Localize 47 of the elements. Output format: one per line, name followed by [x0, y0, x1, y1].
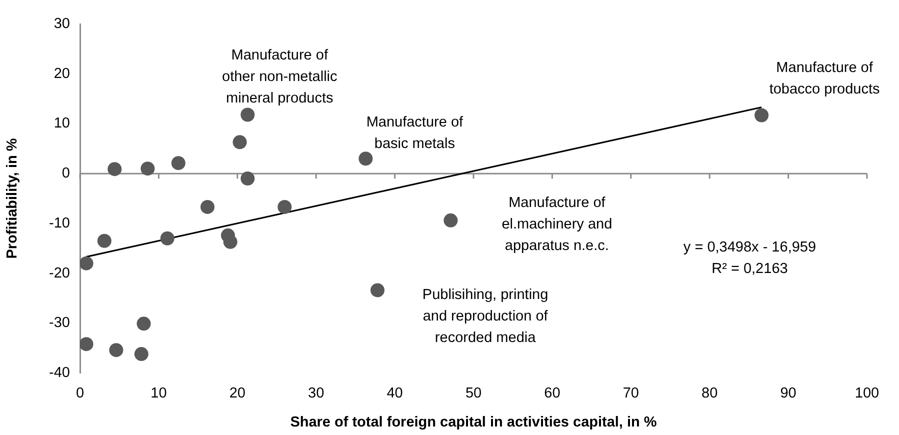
x-tick-label: 10 — [150, 386, 167, 402]
annotation: y = 0,3498x - 16,959 R² = 0,2163 — [683, 239, 816, 277]
point — [370, 283, 384, 298]
point — [160, 231, 174, 246]
point — [80, 256, 94, 270]
point — [80, 337, 94, 352]
x-tick-label: 100 — [854, 386, 880, 402]
y-tick-label: -40 — [49, 365, 70, 381]
x-tick-label: 40 — [386, 386, 403, 402]
x-tick-label: 20 — [229, 386, 246, 402]
annotation: Manufacture of tobacco products — [769, 60, 880, 98]
x-tick-label: 80 — [702, 386, 718, 402]
y-tick-label: 0 — [62, 166, 70, 182]
y-tick-label: -20 — [49, 265, 70, 282]
y-tick-label: 20 — [54, 66, 70, 82]
point — [240, 108, 255, 122]
point — [240, 172, 255, 186]
point — [754, 108, 769, 122]
annotation: Manufacture of basic metals — [366, 114, 464, 152]
y-tick-label: 30 — [54, 16, 70, 32]
x-tick-label: 70 — [622, 386, 639, 402]
annotation: Manufacture of el.machinery and apparatus n.e.c. — [502, 195, 612, 254]
point — [97, 234, 112, 248]
x-tick-label: 0 — [76, 386, 84, 402]
y-tick-label: -10 — [49, 215, 70, 232]
point — [136, 316, 151, 331]
point — [444, 213, 458, 228]
point — [171, 156, 186, 170]
point — [223, 234, 238, 249]
x-tick-label: 50 — [465, 386, 482, 402]
y-tick-label: 10 — [54, 116, 70, 132]
annotation: Publisihing, printing and reproduction of recorded media — [422, 287, 549, 346]
point — [134, 347, 148, 362]
point — [140, 162, 155, 176]
y-axis-title: Profitiability, in % — [4, 138, 21, 259]
annotation: Manufacture of other non-metallic mineral products — [222, 48, 338, 107]
x-tick-label: 90 — [780, 386, 796, 402]
point — [200, 200, 214, 214]
point — [108, 162, 122, 176]
point — [232, 135, 247, 150]
point — [109, 343, 124, 358]
x-tick-label: 60 — [544, 386, 560, 402]
x-tick-label: 30 — [308, 386, 324, 402]
point — [278, 200, 292, 214]
x-axis-title: Share of total foreign capital in activities capital, in % — [290, 414, 657, 430]
point — [358, 152, 373, 166]
y-tick-label: -30 — [49, 315, 70, 332]
